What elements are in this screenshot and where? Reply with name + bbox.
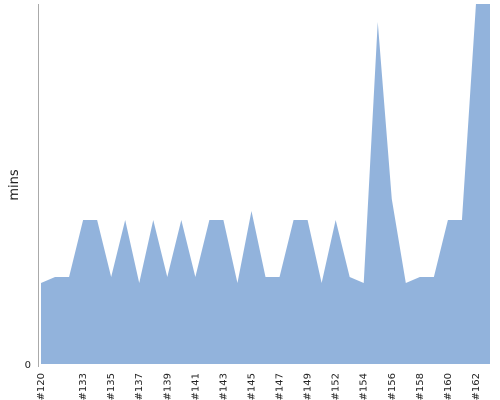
x-tick-label: #137 — [134, 373, 145, 400]
x-tick-label: #139 — [162, 373, 173, 400]
x-tick-label: #143 — [218, 373, 229, 400]
x-tick-label: #158 — [415, 373, 426, 400]
x-tick-label: #154 — [359, 373, 370, 400]
x-tick-label: #147 — [275, 373, 286, 400]
x-tick-label: #160 — [443, 373, 454, 400]
x-tick-label: #133 — [78, 373, 89, 400]
x-tick-label: #141 — [190, 373, 201, 400]
y-axis-label: mins — [7, 169, 22, 201]
x-tick-label: #135 — [106, 373, 117, 400]
x-tick-label: #156 — [387, 373, 398, 400]
x-tick-label: #152 — [331, 373, 342, 400]
x-tick-label: #120 — [36, 373, 47, 400]
y-tick-label: 0 — [25, 360, 31, 371]
x-tick-label: #145 — [246, 373, 257, 400]
x-tick-label: #149 — [303, 373, 314, 400]
x-tick-label: #162 — [471, 373, 482, 400]
area-series — [41, 4, 490, 364]
